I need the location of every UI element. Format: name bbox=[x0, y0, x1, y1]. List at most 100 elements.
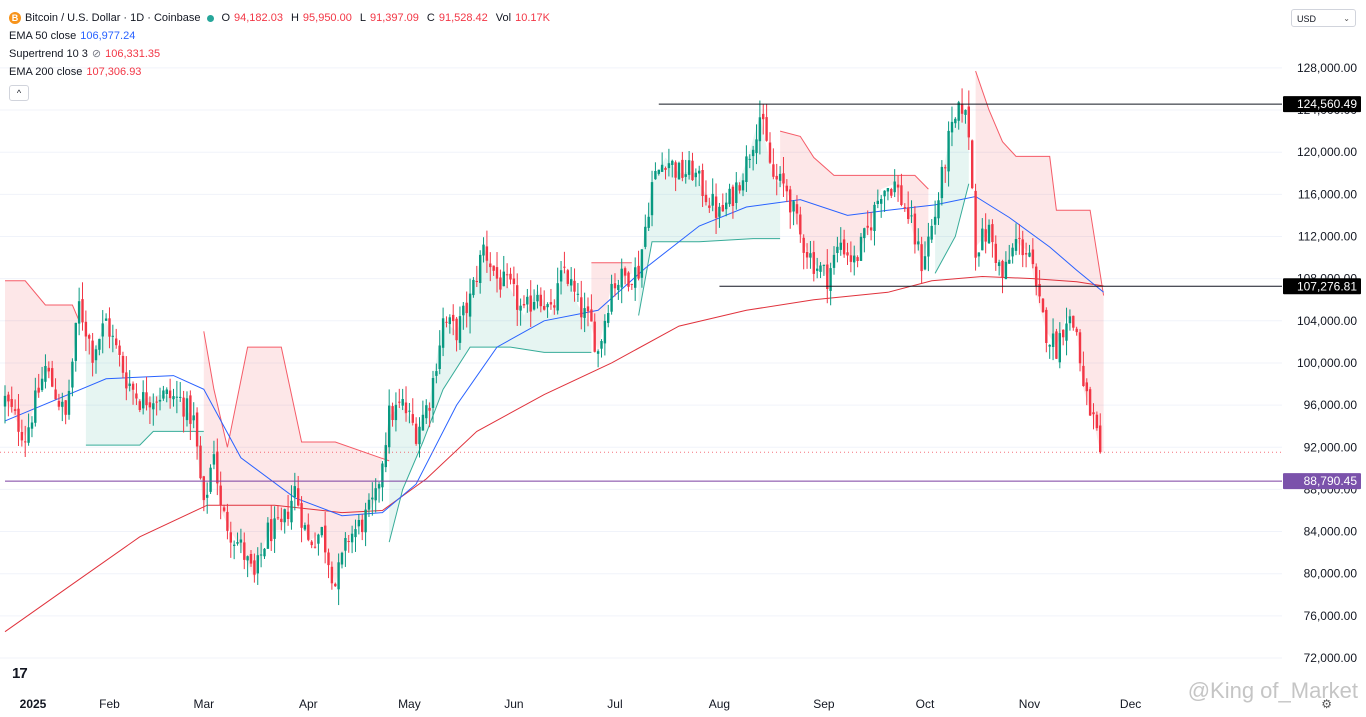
candle-body bbox=[1078, 332, 1082, 364]
candle-body bbox=[634, 267, 637, 288]
y-tick-label: 80,000.00 bbox=[1304, 567, 1358, 581]
candle-body bbox=[846, 252, 849, 256]
candle-body bbox=[57, 400, 61, 407]
candle-body bbox=[755, 139, 758, 154]
ema200-value: 107,306.93 bbox=[86, 66, 142, 78]
candle-body bbox=[509, 273, 512, 280]
price-labels-layer: 124,560.49 107,276.81 88,790.45 bbox=[1283, 96, 1361, 490]
candle-body bbox=[303, 525, 307, 530]
candle-body bbox=[1072, 315, 1075, 328]
candle-body bbox=[630, 283, 633, 285]
candle-body bbox=[182, 397, 185, 417]
chart-legend: B Bitcoin / U.S. Dollar · 1D · Coinbase … bbox=[9, 9, 554, 102]
candle-body bbox=[20, 432, 24, 441]
volume-value: 10.17K bbox=[515, 12, 550, 24]
y-tick-label: 96,000.00 bbox=[1304, 398, 1358, 412]
supertrend-fill-up bbox=[638, 115, 781, 316]
volume-label: Vol bbox=[495, 12, 512, 24]
candle-body bbox=[890, 189, 893, 196]
candle-body bbox=[539, 294, 542, 307]
supertrend-fill-down bbox=[975, 71, 1104, 453]
candle-body bbox=[91, 340, 94, 363]
candle-body bbox=[388, 405, 391, 448]
horizontal-lines-layer[interactable] bbox=[0, 103, 1282, 482]
candle-body bbox=[115, 338, 118, 346]
candle-body bbox=[910, 215, 913, 217]
candle-body bbox=[853, 255, 856, 263]
candle-body bbox=[401, 399, 404, 406]
candle-body bbox=[576, 293, 580, 295]
candle-body bbox=[175, 396, 179, 398]
candle-body bbox=[297, 488, 300, 506]
low-value: 91,397.09 bbox=[369, 12, 419, 24]
candle-body bbox=[714, 196, 718, 218]
candle-body bbox=[930, 225, 933, 240]
symbol-row[interactable]: B Bitcoin / U.S. Dollar · 1D · Coinbase … bbox=[9, 9, 554, 27]
watermark-text: @King of_Market bbox=[1187, 678, 1358, 703]
candle-body bbox=[1068, 316, 1072, 324]
candle-body bbox=[546, 304, 549, 308]
candle-body bbox=[873, 204, 876, 231]
candle-body bbox=[708, 205, 711, 208]
indicator-supertrend[interactable]: Supertrend 10 3 ⊘ 106,331.35 bbox=[9, 45, 554, 63]
candle-body bbox=[674, 162, 677, 178]
candle-body bbox=[54, 389, 57, 400]
candle-body bbox=[206, 494, 209, 498]
candle-body bbox=[768, 142, 772, 163]
candle-body bbox=[590, 309, 593, 322]
candle-body bbox=[222, 507, 226, 511]
candle-body bbox=[580, 297, 583, 318]
collapse-legend-button[interactable]: ^ bbox=[9, 85, 29, 101]
candle-body bbox=[94, 349, 98, 361]
indicator-ema200[interactable]: EMA 200 close 107,306.93 bbox=[9, 63, 554, 81]
price-label-box bbox=[1283, 473, 1361, 490]
candle-body bbox=[229, 532, 232, 543]
candle-body bbox=[398, 401, 401, 403]
candle-body bbox=[570, 279, 573, 286]
candle-body bbox=[313, 546, 317, 548]
candle-body bbox=[84, 321, 88, 337]
candle-body bbox=[361, 519, 364, 533]
symbol-title[interactable]: Bitcoin / U.S. Dollar · 1D · Coinbase bbox=[25, 12, 201, 24]
candle-body bbox=[462, 305, 465, 316]
indicator-ema50[interactable]: EMA 50 close 106,977.24 bbox=[9, 27, 554, 45]
supertrend-fill-up bbox=[85, 320, 204, 511]
candle-body bbox=[283, 509, 286, 523]
candle-body bbox=[195, 412, 199, 447]
time-axis[interactable]: 2025 Feb Mar Apr May Jun Jul Aug Sep Oct Nov Dec bbox=[20, 697, 1142, 711]
candle-body bbox=[593, 321, 596, 352]
candle-body bbox=[404, 402, 408, 414]
open-value: 94,182.03 bbox=[234, 12, 283, 24]
price-axis[interactable]: 72,000.0076,000.0080,000.0084,000.0088,0… bbox=[1297, 61, 1357, 665]
chevron-down-icon: ⌄ bbox=[1343, 14, 1350, 23]
tradingview-logo-icon[interactable]: 17 bbox=[12, 665, 28, 682]
candle-body bbox=[1065, 323, 1068, 341]
candle-body bbox=[660, 164, 664, 172]
candle-body bbox=[374, 488, 377, 501]
candle-body bbox=[199, 445, 202, 479]
candle-body bbox=[219, 485, 222, 506]
candle-body bbox=[168, 390, 172, 399]
candle-body bbox=[108, 318, 111, 337]
candle-body bbox=[74, 322, 77, 361]
gear-icon[interactable]: ⚙ bbox=[1321, 697, 1332, 711]
candle-body bbox=[1018, 237, 1021, 239]
y-tick-label: 116,000.00 bbox=[1298, 187, 1357, 201]
candle-body bbox=[81, 299, 84, 323]
candle-body bbox=[1055, 331, 1058, 359]
candle-body bbox=[687, 160, 691, 175]
currency-select[interactable]: USD ⌄ bbox=[1291, 9, 1356, 27]
candle-body bbox=[324, 525, 327, 553]
candle-body bbox=[202, 476, 205, 501]
candle-body bbox=[721, 205, 724, 212]
candle-body bbox=[903, 207, 906, 209]
candle-body bbox=[805, 252, 809, 258]
candle-body bbox=[1099, 425, 1102, 453]
candle-body bbox=[684, 174, 687, 177]
candle-body bbox=[667, 163, 671, 169]
candle-body bbox=[71, 361, 74, 388]
price-label-box bbox=[1283, 278, 1361, 295]
candle-body bbox=[731, 186, 735, 206]
